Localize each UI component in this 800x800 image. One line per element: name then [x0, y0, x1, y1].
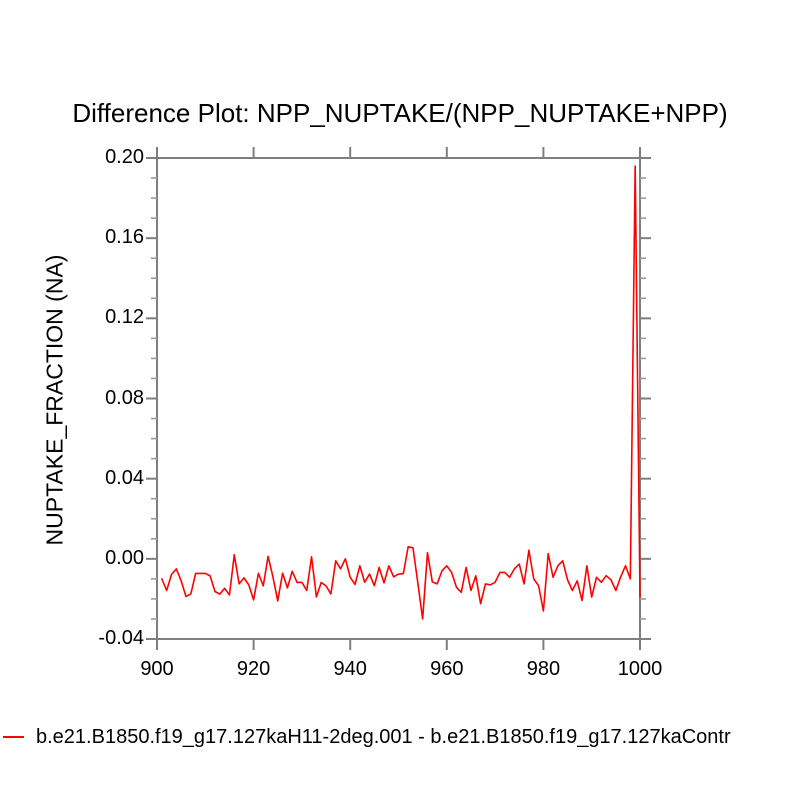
x-tick-label: 1000: [617, 658, 663, 680]
y-tick-label: 0.04: [105, 466, 144, 489]
legend: b.e21.B1850.f19_g17.127kaH11-2deg.001 - …: [3, 725, 731, 749]
x-tick-label: 940: [333, 658, 367, 680]
chart-title: Difference Plot: NPP_NUPTAKE/(NPP_NUPTAK…: [72, 98, 728, 128]
y-tick-label: 0.08: [105, 386, 144, 409]
y-tick-label: 0.00: [105, 546, 144, 569]
plot-frame: [156, 157, 641, 640]
y-tick-label: 0.12: [105, 306, 144, 329]
x-tick-label: 960: [430, 658, 464, 680]
data-line: [161, 165, 641, 620]
x-tick-label: 920: [236, 658, 271, 680]
x-tick-label: 980: [526, 658, 561, 680]
x-tick-label: 900: [140, 658, 174, 680]
y-tick-label: 0.16: [105, 226, 144, 249]
y-tick-label: -0.04: [98, 627, 144, 649]
y-tick-label: 0.20: [105, 146, 144, 168]
legend-line-marker: [3, 736, 24, 738]
legend-label: b.e21.B1850.f19_g17.127kaH11-2deg.001 - …: [36, 725, 731, 748]
